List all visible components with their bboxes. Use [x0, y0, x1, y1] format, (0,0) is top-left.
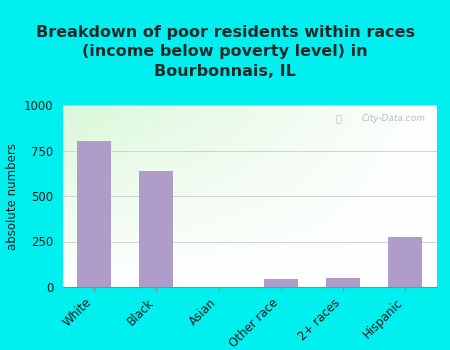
Bar	[139, 170, 174, 287]
Y-axis label: absolute numbers: absolute numbers	[6, 142, 19, 250]
Text: Breakdown of poor residents within races
(income below poverty level) in
Bourbon: Breakdown of poor residents within races…	[36, 25, 414, 79]
Bar	[77, 141, 111, 287]
Text: ⓘ: ⓘ	[336, 113, 342, 123]
Text: City-Data.com: City-Data.com	[361, 114, 425, 123]
Bar	[388, 237, 423, 287]
Bar	[264, 279, 298, 287]
Bar	[326, 278, 360, 287]
